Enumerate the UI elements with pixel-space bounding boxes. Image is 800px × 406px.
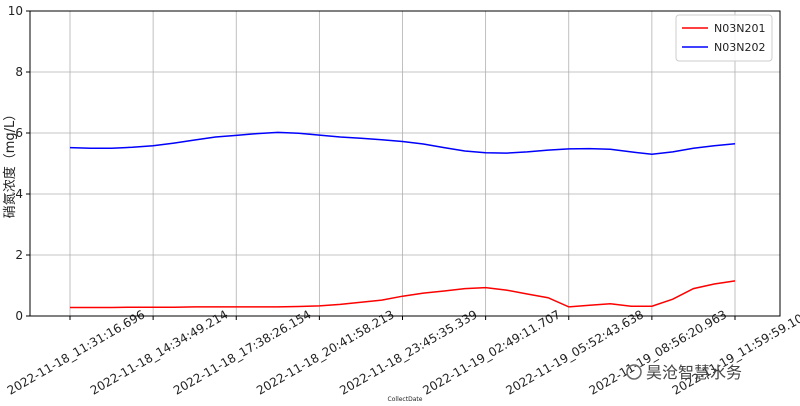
x-tick-label: 2022-11-19_05:52:43.638 (504, 307, 646, 397)
x-tick-label: 2022-11-19_02:49:11.707 (420, 307, 562, 397)
x-tick-label: 2022-11-18_17:38:26.154 (171, 307, 313, 397)
y-tick-label: 8 (15, 65, 23, 79)
y-tick-label: 6 (15, 126, 23, 140)
watermark-icon (626, 364, 642, 380)
x-tick-label: 2022-11-18_20:41:58.213 (254, 307, 396, 397)
series-line (70, 280, 736, 309)
legend-box (675, 14, 773, 62)
y-tick-label: 0 (15, 309, 23, 323)
y-axis-label: 硝氮浓度（mg/L） (2, 108, 18, 219)
watermark: 昊沧智慧水务 (646, 363, 742, 382)
x-tick-label: 2022-11-18_14:34:49.214 (88, 307, 230, 397)
y-tick-label: 2 (15, 248, 23, 262)
x-axis-label: CollectDate (388, 396, 423, 403)
x-tick-label: 2022-11-18_11:31:16.696 (5, 307, 147, 397)
series-line (69, 131, 736, 156)
x-tick-label: 2022-11-19_11:59:59.101 (670, 307, 800, 397)
plot-frame (29, 10, 781, 317)
legend-label: N03N201 (714, 22, 765, 35)
y-tick-label: 4 (15, 187, 23, 201)
x-tick-label: 2022-11-18_23:45:35.339 (337, 307, 479, 397)
legend: N03N201 N03N202 (675, 14, 773, 62)
y-tick-label: 10 (8, 4, 23, 18)
legend-label: N03N202 (714, 41, 765, 54)
x-tick-label: 2022-11-19_08:56:20.963 (587, 307, 729, 397)
